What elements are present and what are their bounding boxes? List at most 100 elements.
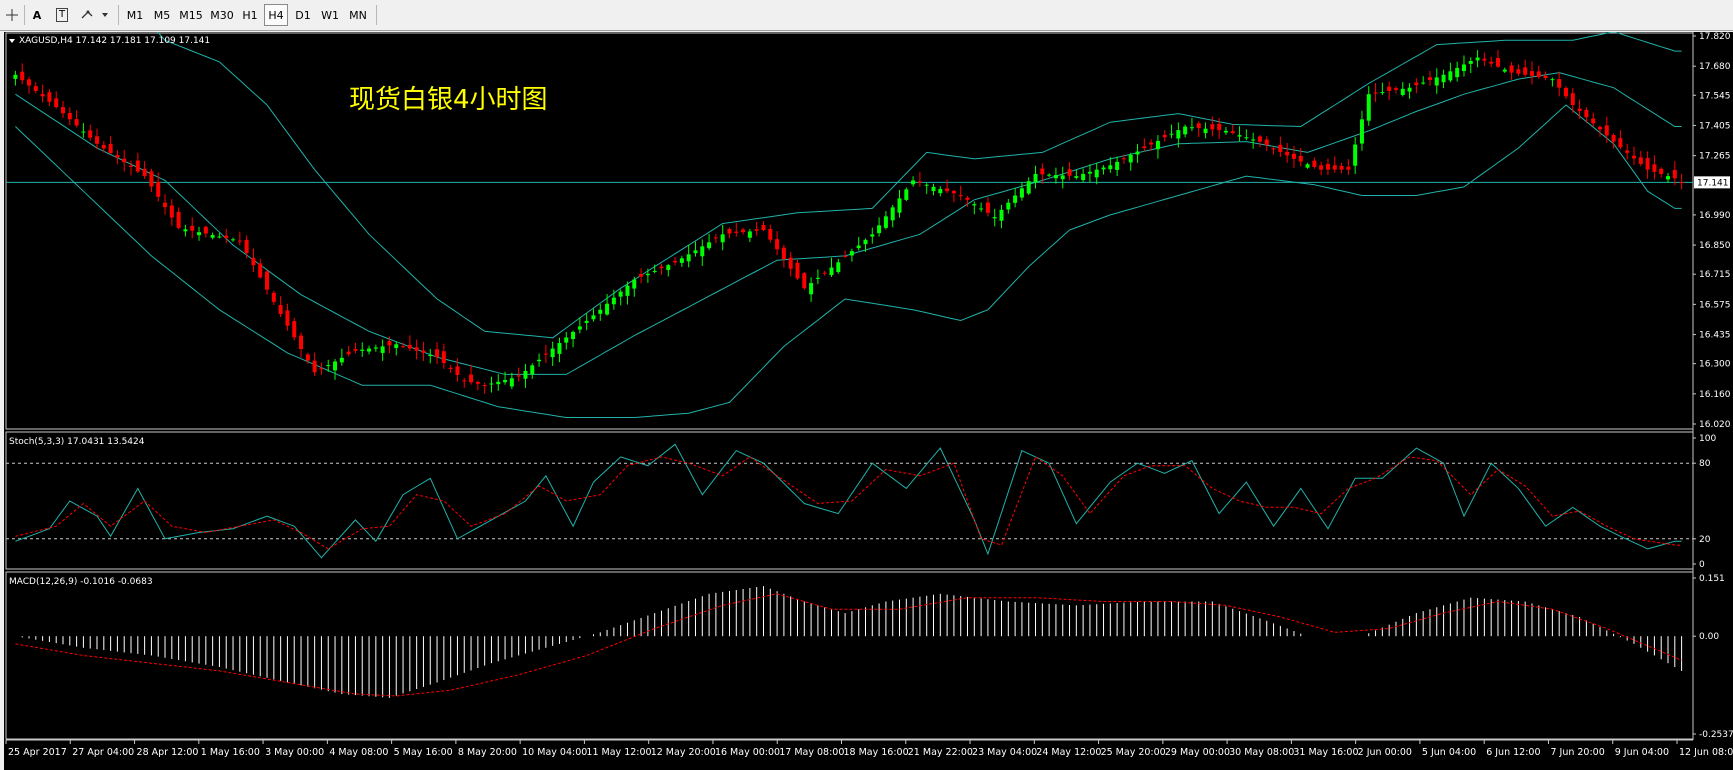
candle-body [509,378,514,387]
candle-body [564,337,569,343]
candle-body [1353,144,1358,166]
candle-body [1448,71,1453,81]
candle-body [713,237,718,239]
candle-body [951,190,956,194]
candle-body [598,309,603,314]
candle-body [1223,130,1228,133]
text-tool[interactable]: A [32,8,42,22]
candle-body [1332,165,1337,170]
time-label: 6 Jun 12:00 [1486,747,1540,758]
candle-body [1053,175,1058,179]
candle-body [1631,155,1636,159]
candle-body [1108,165,1113,170]
candle-body [1217,123,1222,131]
timeframe-h1-button[interactable]: H1 [242,8,258,22]
timeframe-w1-button[interactable]: W1 [321,8,339,22]
candle-body [1584,109,1589,118]
candle-body [1638,157,1643,165]
candle-body [210,235,215,238]
timeframe-d1-button[interactable]: D1 [295,8,311,22]
price-tick-label: 17.545 [1699,91,1731,101]
timeframe-m1-button[interactable]: M1 [126,8,144,22]
candle-body [224,235,229,238]
candle-body [1033,173,1038,183]
candle-body [88,130,93,138]
candle-body [652,270,657,272]
candle-body [734,231,739,233]
candle-body [1237,135,1242,137]
candle-body [1672,169,1677,179]
timeframe-m15-button[interactable]: M15 [179,8,203,22]
chart-area[interactable]: 17.820 17.680 17.545 17.405 17.265 16.990 16.8… [4,32,1733,770]
candle-body [1067,169,1072,176]
candle-body [1550,79,1555,81]
candle-body [67,112,72,120]
candle-body [1019,188,1024,198]
candle-body [428,355,433,357]
candle-body [741,229,746,233]
candle-body [611,297,616,305]
stoch-panel-frame [5,431,1694,570]
candle-body [1543,75,1548,79]
candle-body [938,189,943,194]
candle-body [271,292,276,302]
candle-body [897,198,902,213]
candle-body [373,347,378,349]
stoch-main-line [15,443,1682,559]
candle-body [1441,74,1446,83]
candle-body [1659,168,1664,174]
macd-panel-frame [5,571,1694,740]
text-label-tool[interactable]: T [52,4,72,26]
candle-body [1570,93,1575,105]
candle-body [258,263,263,278]
time-label: 25 May 20:00 [1101,747,1166,758]
candle-body [693,250,698,254]
timeframe-mn-button[interactable]: MN [349,8,367,22]
crosshair-icon[interactable] [3,4,21,26]
symbol-dropdown-icon[interactable] [9,39,15,43]
timeframe-m30-button[interactable]: M30 [210,8,234,22]
candle-body [489,383,494,385]
candle-body [1081,173,1086,181]
candle-body [883,216,888,228]
shapes-dropdown-icon[interactable] [78,4,112,26]
candle-body [972,204,977,206]
candle-body [435,349,440,358]
candle-body [469,374,474,383]
macd-tick-label: 0.151 [1699,574,1725,584]
candle-body [115,155,120,158]
price-panel-frame [5,32,1694,430]
candle-body [312,360,317,373]
time-label: 8 May 20:00 [458,747,517,758]
timeframe-h4-button[interactable]: H4 [264,4,288,26]
candle-body [1006,202,1011,210]
candle-body [761,225,766,230]
price-tick-label: 17.265 [1699,152,1731,162]
candle-body [1155,140,1160,150]
price-tick-label: 16.300 [1699,360,1731,370]
candle-body [1115,161,1120,170]
candle-body [1679,182,1684,184]
candle-body [1074,176,1079,178]
current-price-badge [1694,176,1730,189]
candle-body [33,86,38,91]
candle-body [285,310,290,326]
candle-body [1652,164,1657,172]
candle-body [788,257,793,269]
candle-body [945,188,950,192]
candle-body [673,260,678,263]
candle-body [1264,139,1269,146]
candle-body [265,271,270,290]
candle-body [217,236,222,238]
candle-body [917,181,922,183]
time-label: 4 May 08:00 [329,747,388,758]
candle-body [1591,118,1596,124]
time-label: 12 Jun 08:00 [1679,747,1733,758]
candle-body [163,202,168,208]
candle-body [720,234,725,243]
price-tick-label: 16.160 [1699,390,1731,400]
candle-body [992,217,997,219]
candle-body [591,315,596,320]
timeframe-m5-button[interactable]: M5 [153,8,171,22]
time-label: 30 May 08:00 [1229,747,1294,758]
